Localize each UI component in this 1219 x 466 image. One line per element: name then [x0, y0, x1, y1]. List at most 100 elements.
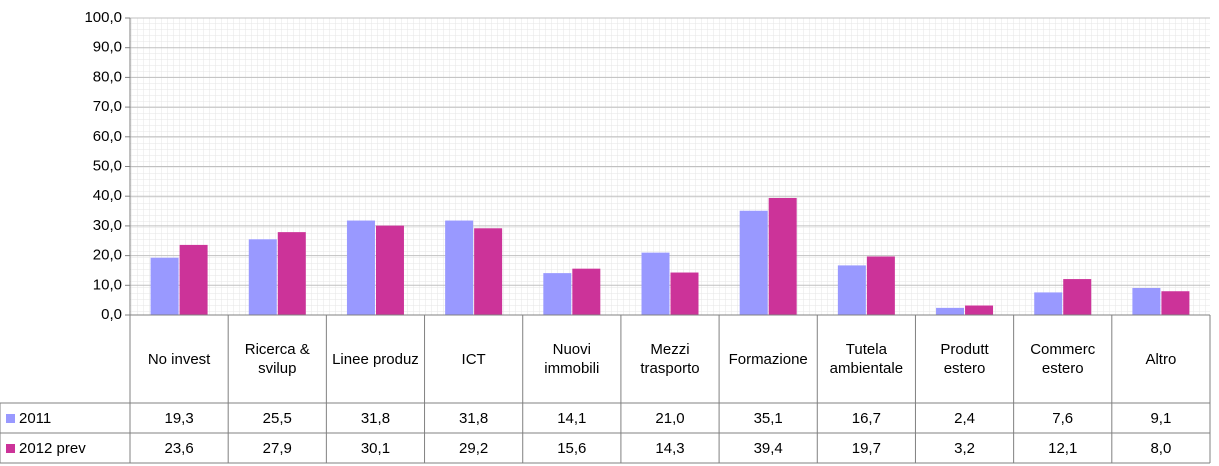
table-value: 39,4	[719, 433, 817, 463]
category-label: Ricerca & svilup	[228, 315, 326, 403]
y-tick-label: 20,0	[93, 247, 122, 264]
category-label-text: ICT	[461, 350, 486, 368]
table-value-text: 27,9	[262, 439, 292, 457]
table-value-text: 19,3	[164, 409, 194, 427]
table-value-text: 31,8	[459, 409, 489, 427]
table-value: 2,4	[915, 403, 1013, 433]
table-value-text: 14,1	[557, 409, 587, 427]
y-tick-label: 60,0	[93, 128, 122, 145]
category-label-text: Commerc estero	[1030, 341, 1096, 377]
table-value: 14,1	[523, 403, 621, 433]
table-value-text: 39,4	[753, 439, 783, 457]
table-value: 19,3	[130, 403, 228, 433]
category-label: Commerc estero	[1014, 315, 1112, 403]
table-value-text: 7,6	[1052, 409, 1074, 427]
table-value: 9,1	[1112, 403, 1210, 433]
table-value-text: 15,6	[557, 439, 587, 457]
category-label-text: Tutela ambientale	[829, 341, 904, 377]
table-value-text: 30,1	[360, 439, 391, 457]
category-label: Linee produz	[326, 315, 424, 403]
table-value-text: 14,3	[655, 439, 685, 457]
table-value: 35,1	[719, 403, 817, 433]
y-tick-label: 90,0	[93, 39, 122, 56]
category-label-text: Nuovi immobili	[544, 341, 600, 377]
table-value: 7,6	[1014, 403, 1112, 433]
bar	[670, 272, 699, 315]
table-value-text: 16,7	[851, 409, 881, 427]
bar	[346, 220, 375, 315]
category-label-text: Mezzi trasporto	[640, 341, 700, 377]
table-value-text: 21,0	[655, 409, 685, 427]
bar	[936, 307, 965, 315]
bar	[474, 228, 503, 315]
table-value-text: 2,4	[954, 409, 975, 427]
bar	[1034, 292, 1063, 315]
legend-label: 2011	[19, 409, 52, 427]
table-value-text: 8,0	[1150, 439, 1172, 457]
table-value-text: 23,6	[164, 439, 194, 457]
legend-entry: 2012 prev	[0, 433, 130, 463]
bar	[837, 265, 866, 315]
category-label: Mezzi trasporto	[621, 315, 719, 403]
table-value-text: 12,1	[1048, 439, 1078, 457]
bar	[150, 257, 179, 315]
bar	[1161, 291, 1190, 315]
category-label: ICT	[425, 315, 523, 403]
table-value: 15,6	[523, 433, 621, 463]
y-tick-label: 100,0	[84, 9, 122, 26]
table-value: 12,1	[1014, 433, 1112, 463]
legend-label: 2012 prev	[19, 439, 86, 457]
y-tick-label: 80,0	[93, 68, 122, 85]
legend-key	[6, 413, 15, 423]
bar	[641, 252, 670, 315]
category-label: Altro	[1112, 315, 1210, 403]
bar	[445, 220, 474, 315]
table-value: 3,2	[915, 433, 1013, 463]
category-label-text: No invest	[147, 350, 211, 368]
table-value: 25,5	[228, 403, 326, 433]
bar	[739, 210, 768, 315]
bar	[543, 273, 572, 315]
table-value: 27,9	[228, 433, 326, 463]
table-value: 8,0	[1112, 433, 1210, 463]
table-value-text: 9,1	[1150, 409, 1172, 427]
y-tick-label: 50,0	[93, 157, 122, 174]
category-label-text: Formazione	[728, 350, 808, 368]
table-value-text: 19,7	[851, 439, 881, 457]
category-label: Produtt estero	[915, 315, 1013, 403]
category-label: Nuovi immobili	[523, 315, 621, 403]
legend-key	[6, 443, 15, 453]
y-tick-label: 10,0	[93, 276, 122, 293]
category-label-text: Ricerca & svilup	[244, 341, 310, 377]
table-value: 23,6	[130, 433, 228, 463]
bar	[375, 225, 404, 315]
table-value-text: 29,2	[459, 439, 489, 457]
table-value: 14,3	[621, 433, 719, 463]
category-label-text: Altro	[1145, 350, 1177, 368]
table-value: 19,7	[817, 433, 915, 463]
category-label-text: Linee produz	[332, 350, 419, 368]
table-value-text: 3,2	[954, 439, 975, 457]
bar	[1063, 279, 1092, 315]
category-label-text: Produtt estero	[940, 341, 989, 377]
y-tick-label: 0,0	[101, 306, 122, 323]
table-value: 30,1	[326, 433, 424, 463]
bar	[277, 232, 306, 315]
table-value: 31,8	[425, 403, 523, 433]
table-value: 31,8	[326, 403, 424, 433]
bar	[1132, 287, 1161, 315]
bar	[572, 268, 601, 315]
bar	[248, 239, 277, 315]
y-tick-label: 70,0	[93, 98, 122, 115]
y-tick-label: 30,0	[93, 217, 122, 234]
y-tick-label: 40,0	[93, 187, 122, 204]
category-label: Tutela ambientale	[817, 315, 915, 403]
bar	[179, 244, 208, 315]
table-value: 16,7	[817, 403, 915, 433]
legend-entry: 2011	[0, 403, 130, 433]
category-label: Formazione	[719, 315, 817, 403]
category-label: No invest	[130, 315, 228, 403]
bar	[965, 305, 994, 315]
